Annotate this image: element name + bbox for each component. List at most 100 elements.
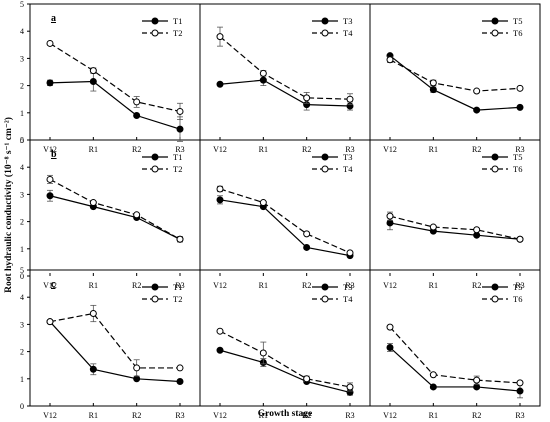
x-tick-label: R3	[515, 145, 524, 154]
data-point-T6	[473, 376, 481, 384]
series-line-T2	[49, 312, 180, 369]
legend-label: T3	[343, 282, 352, 292]
x-tick-label: R3	[175, 145, 184, 154]
legend-marker	[321, 283, 329, 291]
legend-marker	[151, 17, 159, 25]
x-tick-label: R2	[472, 411, 481, 420]
x-tick-label: R2	[472, 145, 481, 154]
legend-label: T2	[173, 294, 182, 304]
data-point-T2	[89, 199, 97, 207]
data-point-T2	[176, 235, 184, 243]
data-point-T6	[473, 226, 481, 234]
x-tick-label: R1	[429, 411, 438, 420]
y-tick-label: 4	[20, 27, 24, 36]
data-point-T1	[176, 125, 184, 133]
series-line-T1	[49, 321, 181, 383]
data-point-T6	[386, 323, 394, 331]
legend-marker	[321, 295, 329, 303]
y-tick-label: 1	[20, 245, 24, 254]
x-tick-label: R3	[515, 411, 524, 420]
data-point-T2	[176, 107, 184, 115]
y-tick-label: 5	[20, 266, 24, 275]
legend-label: T6	[513, 294, 522, 304]
legend-label: T2	[173, 28, 182, 38]
legend-label: T5	[513, 152, 522, 162]
legend-label: T1	[173, 16, 182, 26]
series-line-T6	[389, 326, 521, 384]
legend-label: T4	[343, 28, 353, 38]
series-line-T3	[219, 349, 351, 393]
data-point-T4	[346, 249, 354, 257]
data-point-T4	[303, 375, 311, 383]
y-tick-label: 2	[20, 82, 24, 91]
legend-marker	[151, 29, 159, 37]
data-point-T2	[46, 175, 54, 183]
data-point-T4	[216, 185, 224, 193]
x-tick-label: V12	[43, 411, 57, 420]
x-tick-label: R1	[89, 145, 98, 154]
y-tick-label: 2	[20, 348, 24, 357]
x-tick-label: R3	[345, 281, 354, 290]
series-line-T5	[389, 347, 521, 392]
y-tick-label: 3	[20, 54, 24, 63]
legend-label: T5	[513, 282, 522, 292]
x-tick-label: V12	[43, 145, 57, 154]
panel-label: b	[51, 149, 57, 160]
x-tick-label: V12	[383, 145, 397, 154]
x-tick-label: R2	[132, 281, 141, 290]
x-tick-label: V12	[43, 281, 57, 290]
x-tick-label: R2	[302, 281, 311, 290]
data-point-T1	[89, 78, 97, 86]
y-axis-title: Root hydraulic conductivity (10⁻⁸ s⁻¹ cm…	[3, 117, 14, 293]
series-line-T2	[49, 178, 181, 240]
x-tick-label: R3	[175, 411, 184, 420]
data-point-T6	[386, 56, 394, 64]
legend-label: T4	[343, 164, 353, 174]
series-line-T5	[389, 222, 521, 240]
x-axis-title: Growth stage	[258, 409, 312, 419]
legend-marker	[491, 153, 499, 161]
data-point-T6	[429, 223, 437, 231]
x-tick-label: R3	[345, 411, 354, 420]
legend-label: T6	[513, 164, 522, 174]
data-point-T5	[516, 387, 524, 395]
legend-label: T4	[343, 294, 353, 304]
data-point-T2	[89, 310, 97, 318]
data-point-T3	[259, 76, 267, 84]
y-tick-label: 5	[20, 136, 24, 145]
y-tick-label: 1	[20, 375, 24, 384]
data-point-T6	[473, 87, 481, 95]
x-tick-label: R1	[89, 411, 98, 420]
y-tick-label: 2	[20, 218, 24, 227]
legend-marker	[491, 29, 499, 37]
y-tick-label: 3	[20, 190, 24, 199]
legend-label: T1	[173, 152, 182, 162]
data-point-T5	[516, 103, 524, 111]
y-tick-label: 4	[20, 163, 24, 172]
x-tick-label: R3	[515, 281, 524, 290]
data-point-T1	[46, 192, 54, 200]
legend-marker	[321, 17, 329, 25]
series-line-T3	[219, 199, 351, 257]
data-point-T2	[176, 364, 184, 372]
y-tick-label: 1	[20, 109, 24, 118]
data-point-T1	[46, 79, 54, 87]
data-point-T1	[133, 375, 141, 383]
x-tick-label: V12	[213, 411, 227, 420]
panel-1-2: V12 R1 R2 R3 T3 T4	[213, 16, 355, 154]
data-point-T2	[133, 98, 141, 106]
series-line-T1	[49, 80, 181, 130]
legend-marker	[151, 295, 159, 303]
x-tick-label: R3	[345, 145, 354, 154]
legend-marker	[491, 283, 499, 291]
x-tick-label: R1	[259, 411, 268, 420]
x-tick-label: R2	[132, 411, 141, 420]
legend-marker	[321, 29, 329, 37]
x-tick-label: R2	[472, 281, 481, 290]
data-point-T5	[429, 383, 437, 391]
data-point-T4	[303, 230, 311, 238]
data-point-T2	[46, 318, 54, 326]
data-point-T5	[429, 86, 437, 94]
